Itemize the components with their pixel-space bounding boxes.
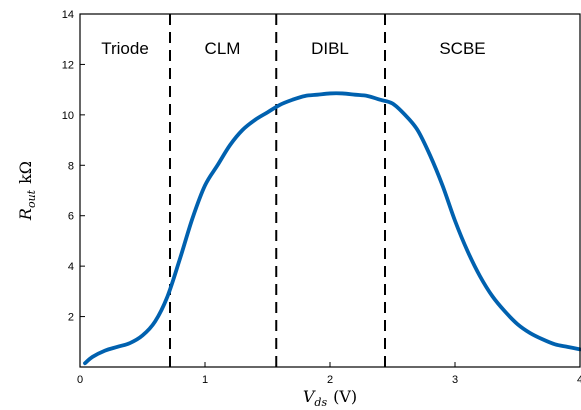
region-labels: Triode CLM DIBL SCBE	[101, 39, 485, 58]
y-tick-label: 14	[62, 9, 74, 21]
y-tick-label: 8	[68, 160, 74, 172]
axis-labels: Vds (V) Rout kΩ	[16, 161, 357, 409]
x-tick-label: 0	[77, 374, 83, 386]
y-tick-label: 4	[68, 261, 74, 273]
x-axis-label: Vds (V)	[303, 387, 357, 409]
y-tick-label: 10	[62, 110, 74, 122]
x-tick-label: 1	[202, 374, 208, 386]
y-axis-label: Rout kΩ	[16, 161, 38, 221]
y-tick-label: 6	[68, 211, 74, 223]
x-axis-label-main: V	[303, 387, 316, 406]
series-layer	[83, 91, 581, 366]
series-line-rout	[83, 91, 581, 366]
region-label-dibl: DIBL	[311, 39, 349, 58]
y-axis-label-sub: out	[25, 189, 38, 208]
region-label-clm: CLM	[205, 39, 241, 58]
region-label-triode: Triode	[101, 39, 149, 58]
x-axis-label-sub: ds	[314, 396, 327, 409]
x-tick-label: 3	[452, 374, 458, 386]
x-axis-label-unit: (V)	[333, 387, 357, 406]
y-axis-label-main: R	[16, 208, 35, 221]
y-tick-label: 12	[62, 59, 74, 71]
region-label-scbe: SCBE	[439, 39, 485, 58]
region-dividers	[169, 14, 386, 367]
x-tick-label: 2	[327, 374, 333, 386]
x-tick-label: 4	[577, 374, 581, 386]
y-tick-label: 2	[68, 312, 74, 324]
y-axis-label-unit: kΩ	[16, 161, 35, 184]
plot-frame	[79, 13, 581, 368]
